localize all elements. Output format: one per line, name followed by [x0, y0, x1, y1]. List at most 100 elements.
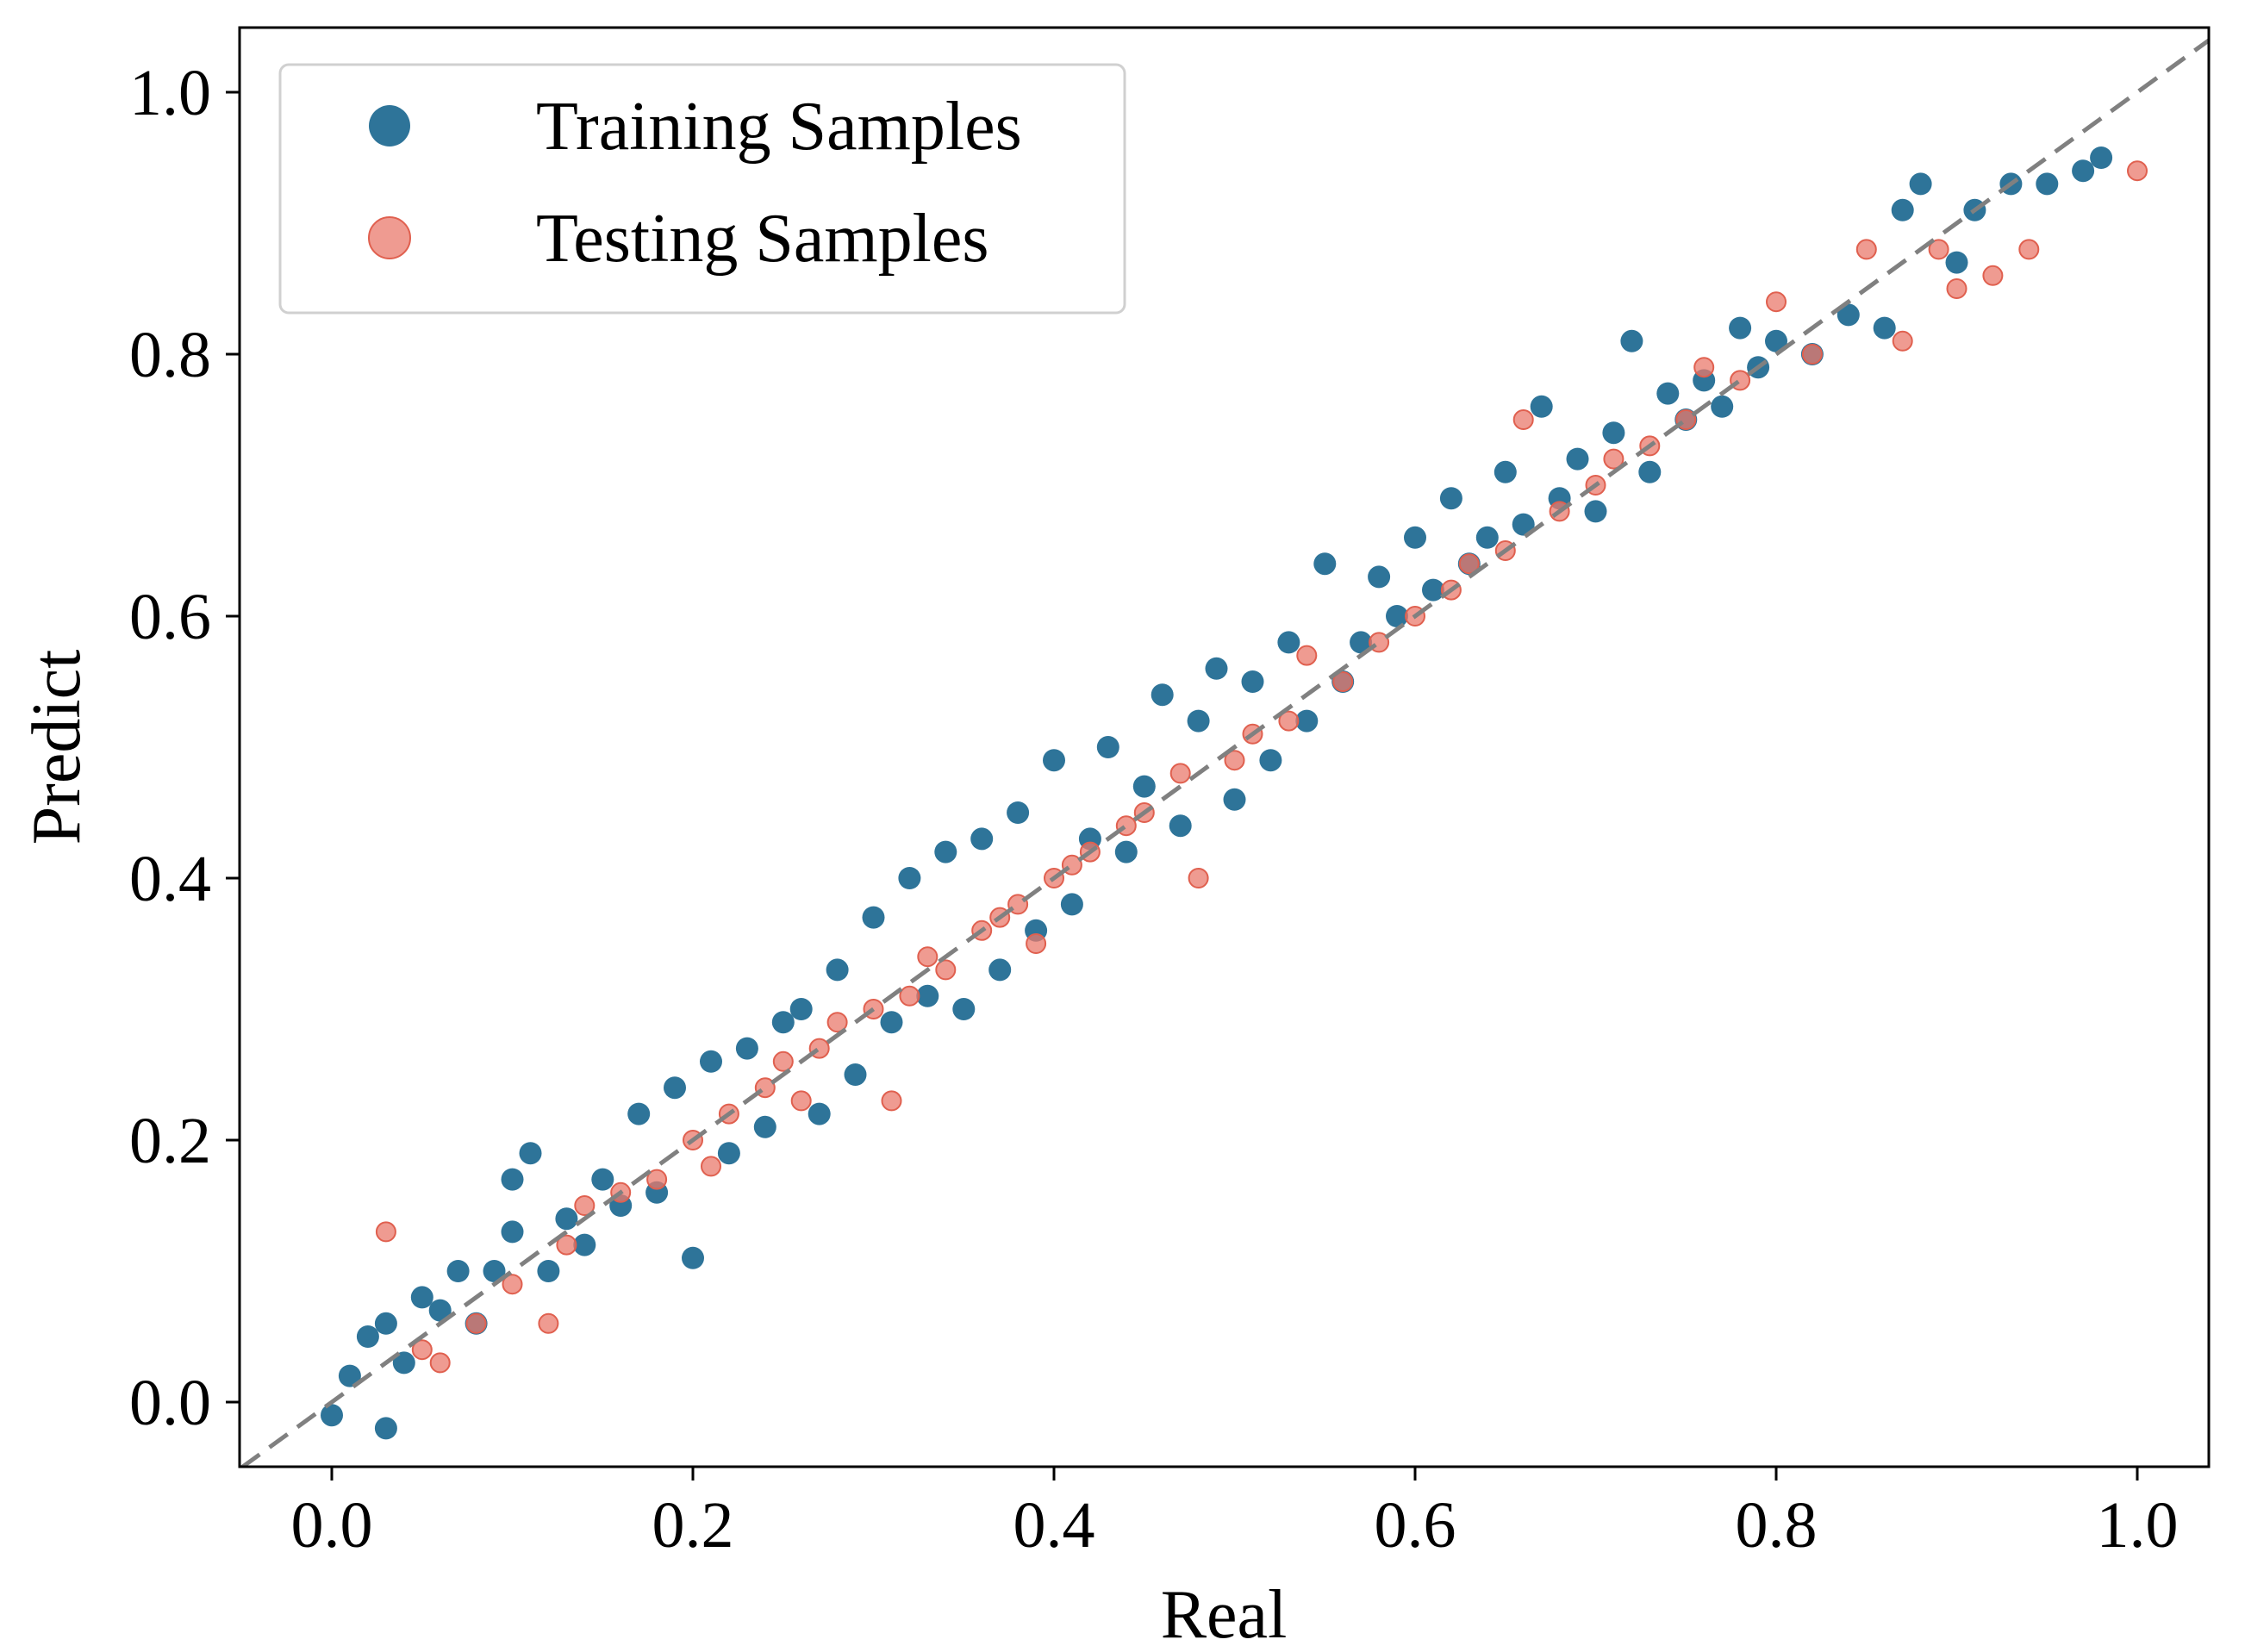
training-point [1638, 460, 1662, 483]
training-point [1404, 526, 1426, 549]
training-point [682, 1246, 704, 1269]
training-point [2090, 146, 2113, 169]
training-point [627, 1102, 651, 1125]
training-point [1060, 893, 1083, 916]
training-point [1205, 657, 1228, 680]
training-point [717, 1142, 740, 1165]
training-point [952, 998, 976, 1020]
x-tick-label: 0.8 [1736, 1489, 1818, 1562]
y-tick-label: 0.8 [129, 319, 211, 391]
testing-point [2018, 239, 2040, 260]
testing-point [1982, 265, 2004, 286]
training-point [880, 1011, 903, 1034]
y-tick-label: 1.0 [129, 57, 211, 129]
testing-point [790, 1090, 812, 1112]
training-point [1295, 709, 1319, 732]
training-point [1909, 172, 1932, 196]
training-point [356, 1325, 379, 1348]
training-point [1837, 303, 1860, 327]
training-point [1241, 670, 1264, 693]
x-tick-label: 0.6 [1375, 1489, 1456, 1562]
testing-point [1332, 671, 1354, 692]
legend-frame [278, 63, 1126, 315]
training-point [1439, 487, 1462, 510]
training-point [844, 1063, 867, 1086]
testing-point [556, 1234, 577, 1256]
training-point [1765, 329, 1787, 352]
training-point [374, 1417, 397, 1440]
training-point [1313, 552, 1337, 576]
testing-point [1603, 448, 1625, 470]
testing-point [1946, 278, 1967, 299]
training-point [1584, 500, 1607, 523]
training-point [1475, 526, 1499, 549]
x-tick-label: 0.2 [652, 1489, 734, 1562]
testing-point [1296, 645, 1318, 666]
legend-marker-training [369, 105, 410, 146]
training-point [1386, 605, 1408, 627]
training-point [446, 1260, 470, 1282]
testing-point [1458, 553, 1480, 575]
testing-point [917, 946, 939, 968]
x-tick-label: 1.0 [2097, 1489, 2179, 1562]
training-point [1873, 316, 1896, 340]
training-point [501, 1220, 524, 1244]
training-point [700, 1050, 722, 1073]
training-point [988, 958, 1012, 982]
training-point [374, 1312, 397, 1335]
training-point [1169, 814, 1192, 838]
testing-point [465, 1312, 487, 1334]
testing-point [646, 1169, 668, 1190]
training-point [2072, 159, 2095, 183]
testing-point [772, 1050, 794, 1072]
y-tick-label: 0.2 [129, 1105, 211, 1177]
training-point [916, 984, 939, 1007]
training-point [826, 958, 849, 982]
testing-point [935, 959, 957, 981]
training-point [1566, 447, 1589, 471]
testing-point [1892, 330, 1913, 352]
training-point [321, 1404, 343, 1427]
training-point [1096, 736, 1119, 758]
training-point [771, 1011, 795, 1034]
training-point [1151, 683, 1174, 707]
testing-point [411, 1339, 433, 1361]
testing-point [1224, 750, 1245, 771]
testing-point [881, 1090, 902, 1112]
training-point [2036, 172, 2059, 196]
training-point [537, 1260, 560, 1282]
training-point [1114, 840, 1138, 863]
training-point [555, 1207, 578, 1231]
legend-marker-testing [368, 216, 411, 259]
training-point [1602, 421, 1625, 445]
training-point [1223, 788, 1246, 811]
testing-point [1512, 409, 1534, 430]
training-point [1187, 709, 1210, 732]
testing-point [1278, 710, 1300, 732]
training-point [392, 1351, 415, 1375]
x-axis: 0.0 0.2 0.4 0.6 0.8 1.0 [291, 1467, 2179, 1562]
x-tick-label: 0.0 [291, 1489, 373, 1562]
legend: Training Samples Testing Samples [278, 63, 1126, 315]
testing-point [826, 1012, 848, 1033]
testing-point [1169, 763, 1191, 784]
training-point [1422, 578, 1444, 602]
training-point [410, 1286, 433, 1309]
testing-point [899, 985, 920, 1007]
training-point [970, 827, 994, 851]
y-axis-label: Predict [19, 650, 95, 845]
testing-point [1693, 357, 1715, 378]
y-tick-label: 0.6 [129, 581, 211, 653]
training-point [753, 1115, 776, 1138]
training-point [501, 1168, 524, 1191]
training-point [428, 1299, 452, 1322]
testing-point [538, 1312, 559, 1334]
x-tick-label: 0.4 [1013, 1489, 1095, 1562]
testing-point [502, 1274, 523, 1295]
testing-point [574, 1195, 596, 1216]
legend-label-training: Training Samples [536, 89, 1022, 165]
training-point [1512, 513, 1535, 536]
training-point [1711, 395, 1734, 418]
testing-point [429, 1352, 451, 1374]
training-point [483, 1260, 506, 1282]
